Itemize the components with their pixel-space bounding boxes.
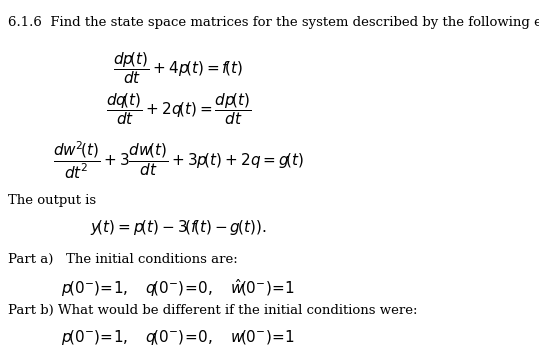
Text: Part b) What would be different if the initial conditions were:: Part b) What would be different if the i… [8,304,417,317]
Text: Part a)   The initial conditions are:: Part a) The initial conditions are: [8,253,237,266]
Text: 6.1.6  Find the state space matrices for the system described by the following e: 6.1.6 Find the state space matrices for … [8,16,539,29]
Text: $p\!\left(0^{-}\right)\!=\!1,\quad q\!\left(0^{-}\right)\!=\!0,\quad \hat{w}\!\l: $p\!\left(0^{-}\right)\!=\!1,\quad q\!\l… [61,277,295,299]
Text: $p\!\left(0^{-}\right)\!=\!1,\quad q\!\left(0^{-}\right)\!=\!0,\quad w\!\left(0^: $p\!\left(0^{-}\right)\!=\!1,\quad q\!\l… [61,328,295,347]
Text: The output is: The output is [8,195,96,207]
Text: $\dfrac{dq\!\left(t\right)}{dt}+2q\!\left(t\right)=\dfrac{dp\!\left(t\right)}{dt: $\dfrac{dq\!\left(t\right)}{dt}+2q\!\lef… [106,92,251,127]
Text: $\dfrac{dw^{2}\!\left(t\right)}{dt^{2}}+3\dfrac{dw\!\left(t\right)}{dt}+3p\!\lef: $\dfrac{dw^{2}\!\left(t\right)}{dt^{2}}+… [53,140,304,181]
Text: $y\!\left(t\right)=p\!\left(t\right)-3\!\left(f\!\left(t\right)-g\!\left(t\right: $y\!\left(t\right)=p\!\left(t\right)-3\!… [90,218,266,237]
Text: $\dfrac{dp\!\left(t\right)}{dt}+4p\!\left(t\right)=f\!\left(t\right)$: $\dfrac{dp\!\left(t\right)}{dt}+4p\!\lef… [113,50,244,86]
